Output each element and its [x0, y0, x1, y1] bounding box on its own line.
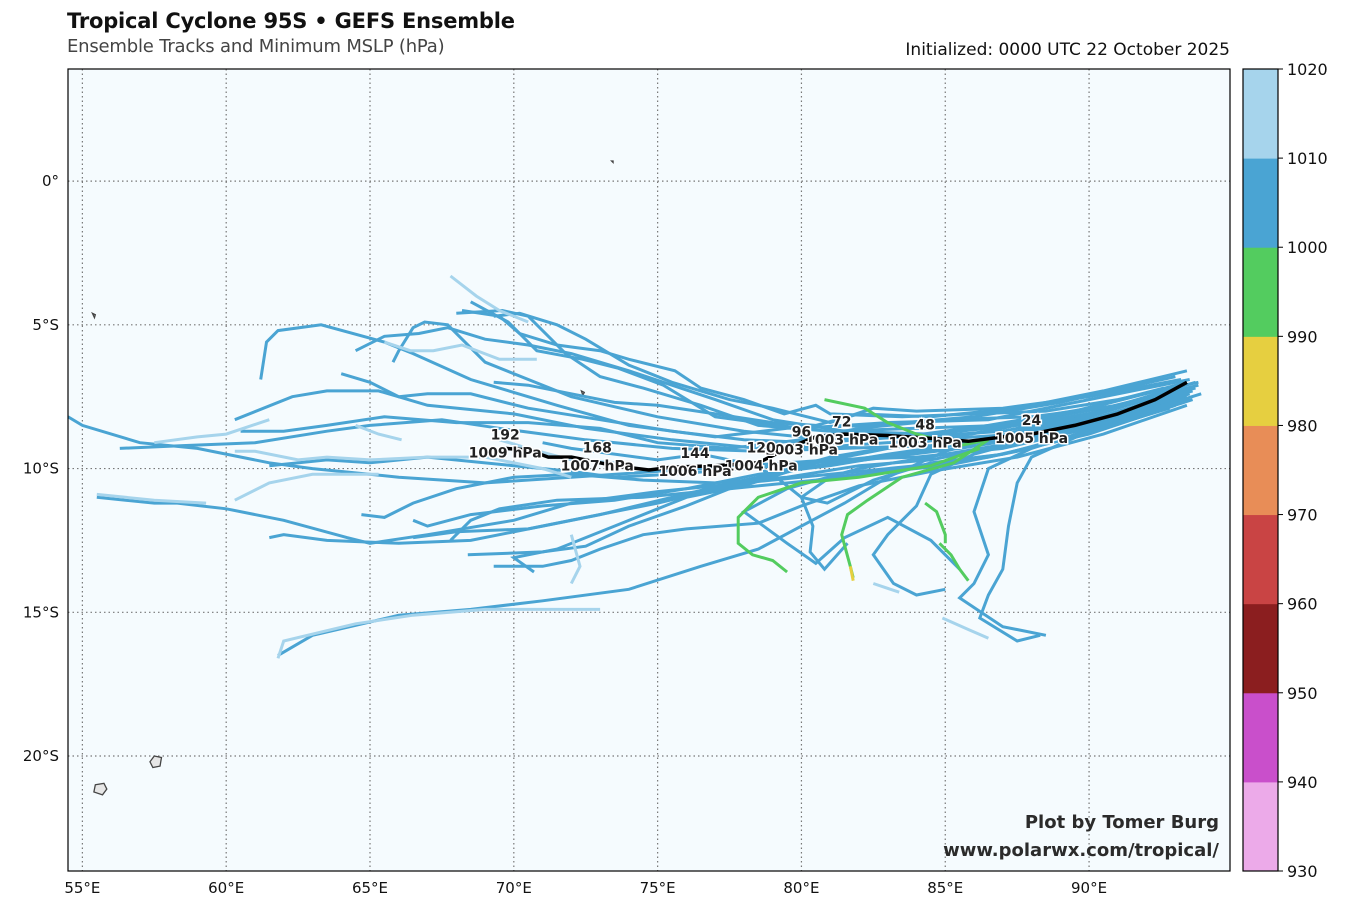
colorbar-tick-label: 960 [1287, 595, 1318, 614]
x-axis: 55°E 60°E 65°E 70°E 75°E 80°E 85°E 90°E [64, 879, 1107, 897]
map-frame [67, 68, 1231, 872]
forecast-mslp-label: 1006 hPa [658, 464, 731, 480]
x-tick-label: 70°E [496, 879, 532, 897]
credit-url[interactable]: www.polarwx.com/tropical/ [943, 840, 1219, 861]
track-member-22 [361, 395, 1173, 519]
track-member-06 [119, 395, 1188, 453]
track-member-43 [824, 398, 989, 448]
x-tick-label: 80°E [783, 879, 819, 897]
colorbar-segment-1010-1020 [1243, 69, 1278, 159]
x-tick-label: 75°E [640, 879, 676, 897]
forecast-mslp-label: 1007 hPa [561, 458, 634, 474]
y-tick-label: 0° [42, 172, 59, 190]
x-tick-label: 85°E [927, 879, 963, 897]
colorbar-tick-label: 950 [1287, 684, 1318, 703]
colorbar-segment-980-990 [1243, 336, 1278, 426]
track-member-21 [493, 403, 1188, 568]
track-member-45 [736, 446, 981, 574]
track-member-37 [569, 534, 582, 585]
forecast-mslp-label: 1003 hPa [805, 433, 878, 449]
forecast-hour-label: 168 [583, 440, 612, 456]
forecast-mslp-label: 1005 hPa [995, 431, 1068, 447]
islet-maldives [610, 160, 614, 164]
y-tick-label: 5°S [32, 316, 59, 334]
forecast-hour-label: 192 [491, 427, 520, 443]
colorbar-tick-label: 930 [1287, 862, 1318, 881]
track-member-18 [493, 311, 1182, 425]
track-member-30 [493, 369, 1188, 427]
forecast-mslp-label: 1003 hPa [889, 435, 962, 451]
colorbar-tick-label: 1020 [1287, 60, 1328, 79]
track-member-34 [154, 418, 270, 445]
x-tick-label: 90°E [1071, 879, 1107, 897]
islet-north [91, 311, 97, 320]
track-member-39 [96, 492, 207, 505]
initialized-time: Initialized: 0000 UTC 22 October 2025 [905, 40, 1230, 60]
x-tick-label: 65°E [352, 879, 388, 897]
colorbar-frame [1242, 68, 1279, 872]
colorbar-tick-label: 1010 [1287, 149, 1328, 168]
colorbar-tick-label: 940 [1287, 773, 1318, 792]
credit-author: Plot by Tomer Burg [1024, 812, 1219, 833]
colorbar-segment-970-980 [1243, 425, 1278, 516]
y-axis: 0° 5°S 10°S 15°S 20°S [23, 172, 59, 765]
forecast-hour-label: 24 [1022, 413, 1042, 429]
colorbar-segment-950-960 [1243, 603, 1278, 694]
island-mauritius [149, 755, 163, 769]
track-member-48 [848, 566, 855, 581]
colorbar-segment-930-940 [1243, 781, 1278, 872]
colorbar-tick-label: 1000 [1287, 238, 1328, 257]
track-member-26 [542, 400, 1182, 505]
forecast-hour-label: 144 [680, 446, 709, 462]
forecast-hour-label: 96 [792, 425, 811, 441]
ensemble-tracks [68, 274, 1202, 659]
land-features [91, 160, 614, 796]
track-member-33 [383, 340, 537, 361]
forecast-mslp-label: 1004 hPa [725, 458, 798, 474]
track-member-31 [234, 449, 572, 479]
forecast-hour-label: 72 [832, 415, 851, 431]
forecast-mslp-label: 1003 hPa [765, 443, 838, 459]
y-tick-label: 20°S [23, 747, 59, 765]
colorbar-segment-940-950 [1243, 692, 1278, 783]
track-member-32 [449, 274, 529, 324]
forecast-hour-label: 48 [915, 417, 934, 433]
track-member-46 [924, 501, 947, 544]
x-tick-label: 55°E [64, 879, 100, 897]
track-member-47 [938, 542, 970, 582]
colorbar-tick-label: 990 [1287, 327, 1318, 346]
colorbar-segment-990-1000 [1243, 247, 1278, 337]
mean-track [505, 380, 1188, 472]
forecast-hour-label: 120 [747, 440, 776, 456]
track-member-23 [354, 326, 1191, 436]
track-member-27 [461, 309, 1199, 419]
x-tick-label: 60°E [208, 879, 244, 897]
chart-title: Tropical Cyclone 95S • GEFS Ensemble [67, 9, 515, 33]
y-tick-label: 10°S [23, 460, 59, 478]
forecast-mslp-label: 1009 hPa [469, 445, 542, 461]
islet-chagos [580, 389, 586, 397]
track-member-24 [340, 372, 1179, 445]
y-tick-label: 15°S [23, 603, 59, 621]
island-west-small [93, 782, 108, 796]
colorbar-tick-label: 970 [1287, 506, 1318, 525]
track-member-40 [941, 616, 989, 640]
track-member-38 [276, 607, 601, 659]
track-member-41 [872, 582, 900, 594]
track-member-35 [355, 423, 402, 442]
colorbar-segment-960-970 [1243, 514, 1278, 605]
track-member-44 [840, 438, 990, 579]
colorbar-segment-1000-1010 [1243, 158, 1278, 248]
mean-track-group [505, 380, 1188, 472]
chart-subtitle: Ensemble Tracks and Minimum MSLP (hPa) [67, 36, 445, 57]
colorbar: 930 940 950 960 970 980 990 1000 1010 1020 [1242, 60, 1328, 881]
track-member-36 [234, 472, 379, 502]
colorbar-tick-label: 980 [1287, 416, 1318, 435]
track-member-28 [269, 392, 1191, 545]
track-member-19 [240, 380, 1196, 450]
